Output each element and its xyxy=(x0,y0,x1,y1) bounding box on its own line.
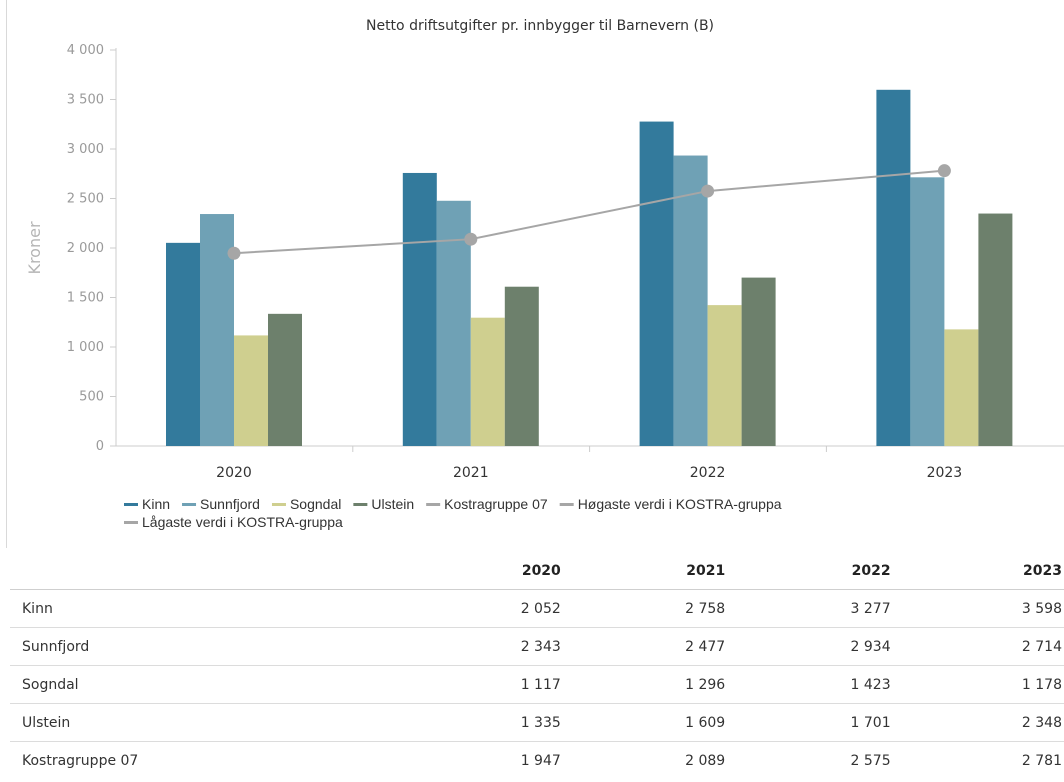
table-row-name: Sunnfjord xyxy=(10,627,427,666)
bar-sogndal xyxy=(944,329,979,446)
table-header-cell: 2023 xyxy=(892,552,1064,590)
bar-sunnfjord xyxy=(910,177,945,446)
table-cell: 1 296 xyxy=(562,665,728,704)
table-cell: 2 781 xyxy=(1021,752,1062,769)
bar-ulstein xyxy=(978,213,1013,446)
table-header-cell: 2021 xyxy=(562,552,728,590)
x-tick-label: 2020 xyxy=(216,465,252,481)
bar-ulstein xyxy=(504,286,539,446)
table-cell: 2 348 xyxy=(892,703,1064,742)
table-cell: 1 423 xyxy=(727,665,893,704)
legend-item[interactable]: Høgaste verdi i KOSTRA-gruppa xyxy=(559,496,782,512)
legend-swatch xyxy=(182,503,197,506)
table-cell: 2 052 xyxy=(426,589,563,628)
line-point xyxy=(701,184,715,198)
table-row-name: Kinn xyxy=(10,589,427,628)
legend-swatch xyxy=(124,521,138,524)
bars xyxy=(166,89,1013,447)
left-border-line xyxy=(6,0,7,548)
bar-kinn xyxy=(876,89,911,446)
table-header-cell: 2020 xyxy=(426,552,563,590)
table-header-row: 2020 2021 2022 2023 xyxy=(10,552,1064,590)
legend-swatch xyxy=(559,503,574,506)
table-cell: 1 335 xyxy=(426,703,563,742)
y-tick-label: 2 500 xyxy=(67,192,104,207)
legend-label: Ulstein xyxy=(371,496,414,512)
y-tick-label: 4 000 xyxy=(67,43,104,58)
legend-label: Sunnfjord xyxy=(200,496,260,512)
legend-swatch xyxy=(353,503,368,506)
bar-sunnfjord xyxy=(673,155,708,446)
bar-sogndal xyxy=(707,305,742,446)
line-point xyxy=(227,246,241,260)
y-tick-label: 3 000 xyxy=(67,142,104,157)
legend-label: Sogndal xyxy=(290,496,341,512)
bar-sogndal xyxy=(234,335,268,446)
table-cell: 1 117 xyxy=(426,665,563,704)
legend-label: Kinn xyxy=(142,496,170,512)
legend-item[interactable]: Sogndal xyxy=(271,496,341,512)
line-point xyxy=(937,164,951,178)
line-point xyxy=(464,232,478,246)
legend-item[interactable]: Kinn xyxy=(124,496,170,512)
data-table: 2020 2021 2022 2023 Kinn 2 052 2 758 3 2… xyxy=(10,552,1064,779)
table-row: Kostragruppe 07 1 947 2 089 2 575 2 781 xyxy=(10,742,1064,780)
table-row-name: Sogndal xyxy=(10,665,427,704)
y-tick-label: 3 500 xyxy=(67,93,104,108)
table-row: Sunnfjord 2 343 2 477 2 934 2 714 xyxy=(10,627,1064,666)
bar-kinn xyxy=(402,172,437,446)
legend-swatch xyxy=(426,503,441,506)
y-axis-label: Kroner xyxy=(25,221,44,274)
legend-item[interactable]: Ulstein xyxy=(353,496,414,512)
x-tick-label: 2023 xyxy=(927,465,963,481)
bar-kinn xyxy=(639,121,674,447)
table-cell: 1 178 xyxy=(892,665,1064,704)
table-cell: 2 934 xyxy=(727,627,893,666)
table-cell: 3 598 xyxy=(892,589,1064,628)
table-row-name: Kostragruppe 07 xyxy=(22,752,139,769)
table-row: Ulstein 1 335 1 609 1 701 2 348 xyxy=(10,703,1064,742)
y-tick-label: 1 000 xyxy=(67,340,104,355)
table-cell: 2 575 xyxy=(850,752,891,769)
axes: 0 500 1 000 1 500 2 000 2 500 3 000 3 500 4 000 2… xyxy=(67,43,1064,481)
table-cell: 1 609 xyxy=(562,703,728,742)
x-tick-label: 2021 xyxy=(453,465,489,481)
line-kostragruppe-07 xyxy=(233,169,945,255)
legend-item[interactable]: Sunnfjord xyxy=(182,496,260,512)
bar-sogndal xyxy=(470,317,505,446)
chart-title: Netto driftsutgifter pr. innbygger til B… xyxy=(366,18,714,34)
table-cell: 2 477 xyxy=(562,627,728,666)
y-tick-label: 500 xyxy=(79,390,104,405)
bar-ulstein xyxy=(268,313,302,446)
bar-kinn xyxy=(166,242,200,446)
table-header-cell xyxy=(10,552,427,590)
table-cell: 2 714 xyxy=(892,627,1064,666)
x-tick-label: 2022 xyxy=(690,465,726,481)
table-cell: 2 343 xyxy=(426,627,563,666)
chart: Netto driftsutgifter pr. innbygger til B… xyxy=(25,18,1064,530)
table-cell: 2 758 xyxy=(562,589,728,628)
table-row: Sogndal 1 117 1 296 1 423 1 178 xyxy=(10,665,1064,704)
y-tick-label: 2 000 xyxy=(67,241,104,256)
legend-swatch xyxy=(271,503,286,506)
legend-item[interactable]: Lågaste verdi i KOSTRA-gruppa xyxy=(124,514,343,530)
y-tick-label: 1 500 xyxy=(67,291,104,306)
table-row-name: Ulstein xyxy=(10,703,427,742)
table-cell: 2 089 xyxy=(685,752,726,769)
legend-label: Høgaste verdi i KOSTRA-gruppa xyxy=(578,496,782,512)
legend-label: Kostragruppe 07 xyxy=(444,496,548,512)
bar-sunnfjord xyxy=(200,214,234,446)
kostragruppe-line xyxy=(227,164,951,260)
table-header-cell: 2022 xyxy=(727,552,893,590)
legend-swatch xyxy=(124,503,138,506)
legend-item[interactable]: Kostragruppe 07 xyxy=(426,496,548,512)
table-cell: 1 947 xyxy=(520,752,561,769)
legend: Kinn Sunnfjord Sogndal Ulstein Kostragruppe … xyxy=(124,496,782,530)
table-row: Kinn 2 052 2 758 3 277 3 598 xyxy=(10,589,1064,628)
table-cell: 1 701 xyxy=(727,703,893,742)
table-cell: 3 277 xyxy=(727,589,893,628)
bar-ulstein xyxy=(741,277,776,446)
y-tick-label: 0 xyxy=(96,439,104,454)
legend-label: Lågaste verdi i KOSTRA-gruppa xyxy=(142,514,343,530)
